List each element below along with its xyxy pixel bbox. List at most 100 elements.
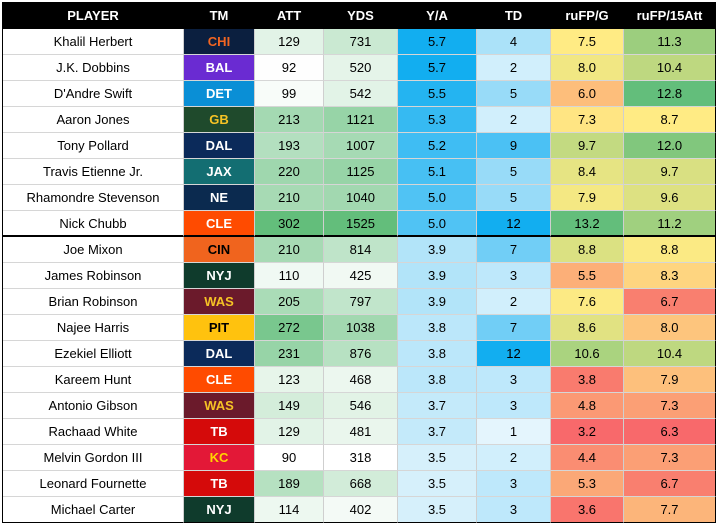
att-cell: 149: [255, 393, 324, 419]
td-cell: 5: [477, 185, 551, 211]
team-badge: CHI: [184, 29, 255, 55]
player-name-cell: Joe Mixon: [3, 237, 184, 263]
td-cell: 9: [477, 133, 551, 159]
rufp-per-game-cell: 8.6: [551, 315, 624, 341]
ya-cell: 3.9: [398, 237, 477, 263]
yds-cell: 481: [324, 419, 398, 445]
td-cell: 3: [477, 263, 551, 289]
td-cell: 1: [477, 419, 551, 445]
ya-cell: 3.5: [398, 497, 477, 523]
ya-cell: 3.8: [398, 367, 477, 393]
yds-cell: 1007: [324, 133, 398, 159]
td-cell: 5: [477, 81, 551, 107]
header-att[interactable]: ATT: [255, 3, 324, 29]
td-cell: 3: [477, 497, 551, 523]
rufp-per-game-cell: 10.6: [551, 341, 624, 367]
player-name-cell: Brian Robinson: [3, 289, 184, 315]
player-name-cell: D'Andre Swift: [3, 81, 184, 107]
team-badge: GB: [184, 107, 255, 133]
header-yds[interactable]: YDS: [324, 3, 398, 29]
ya-cell: 3.7: [398, 419, 477, 445]
rufp-per-game-cell: 7.3: [551, 107, 624, 133]
yds-cell: 1121: [324, 107, 398, 133]
att-cell: 123: [255, 367, 324, 393]
yds-cell: 425: [324, 263, 398, 289]
att-cell: 90: [255, 445, 324, 471]
att-cell: 193: [255, 133, 324, 159]
att-cell: 110: [255, 263, 324, 289]
yds-cell: 797: [324, 289, 398, 315]
rufp-per-15att-cell: 11.2: [624, 211, 716, 237]
ya-cell: 3.5: [398, 445, 477, 471]
team-badge: WAS: [184, 393, 255, 419]
td-cell: 7: [477, 237, 551, 263]
yds-cell: 468: [324, 367, 398, 393]
td-cell: 2: [477, 445, 551, 471]
rufp-per-game-cell: 3.6: [551, 497, 624, 523]
player-name-cell: Rhamondre Stevenson: [3, 185, 184, 211]
att-cell: 210: [255, 185, 324, 211]
player-name-cell: Najee Harris: [3, 315, 184, 341]
player-name-cell: Antonio Gibson: [3, 393, 184, 419]
header-fp15[interactable]: ruFP/15Att: [624, 3, 716, 29]
yds-cell: 1040: [324, 185, 398, 211]
yds-cell: 876: [324, 341, 398, 367]
team-badge: KC: [184, 445, 255, 471]
rufp-per-15att-cell: 9.7: [624, 159, 716, 185]
player-name-cell: Ezekiel Elliott: [3, 341, 184, 367]
rufp-per-game-cell: 8.4: [551, 159, 624, 185]
team-badge: WAS: [184, 289, 255, 315]
header-team[interactable]: TM: [184, 3, 255, 29]
yds-cell: 668: [324, 471, 398, 497]
header-td[interactable]: TD: [477, 3, 551, 29]
player-name-cell: Rachaad White: [3, 419, 184, 445]
rufp-per-15att-cell: 12.0: [624, 133, 716, 159]
rufp-per-15att-cell: 6.3: [624, 419, 716, 445]
ya-cell: 5.5: [398, 81, 477, 107]
team-badge: TB: [184, 471, 255, 497]
ya-cell: 3.5: [398, 471, 477, 497]
td-cell: 3: [477, 471, 551, 497]
rufp-per-15att-cell: 7.3: [624, 445, 716, 471]
rufp-per-game-cell: 5.5: [551, 263, 624, 289]
team-badge: NYJ: [184, 263, 255, 289]
player-name-cell: Tony Pollard: [3, 133, 184, 159]
rufp-per-15att-cell: 12.8: [624, 81, 716, 107]
ya-cell: 5.2: [398, 133, 477, 159]
header-ya[interactable]: Y/A: [398, 3, 477, 29]
player-name-cell: Travis Etienne Jr.: [3, 159, 184, 185]
yds-cell: 731: [324, 29, 398, 55]
td-cell: 2: [477, 107, 551, 133]
ya-cell: 5.0: [398, 185, 477, 211]
att-cell: 92: [255, 55, 324, 81]
td-cell: 3: [477, 393, 551, 419]
td-cell: 7: [477, 315, 551, 341]
att-cell: 99: [255, 81, 324, 107]
rufp-per-game-cell: 8.8: [551, 237, 624, 263]
rufp-per-15att-cell: 6.7: [624, 471, 716, 497]
att-cell: 220: [255, 159, 324, 185]
team-badge: CLE: [184, 367, 255, 393]
team-badge: CLE: [184, 211, 255, 237]
team-badge: NE: [184, 185, 255, 211]
yds-cell: 318: [324, 445, 398, 471]
yds-cell: 1525: [324, 211, 398, 237]
ya-cell: 3.7: [398, 393, 477, 419]
att-cell: 213: [255, 107, 324, 133]
player-name-cell: James Robinson: [3, 263, 184, 289]
player-name-cell: Kareem Hunt: [3, 367, 184, 393]
header-fpg[interactable]: ruFP/G: [551, 3, 624, 29]
rufp-per-15att-cell: 8.7: [624, 107, 716, 133]
att-cell: 210: [255, 237, 324, 263]
rufp-per-game-cell: 3.8: [551, 367, 624, 393]
yds-cell: 1125: [324, 159, 398, 185]
td-cell: 3: [477, 367, 551, 393]
ya-cell: 3.8: [398, 341, 477, 367]
header-player[interactable]: PLAYER: [3, 3, 184, 29]
rufp-per-15att-cell: 10.4: [624, 341, 716, 367]
rufp-per-15att-cell: 11.3: [624, 29, 716, 55]
rufp-per-15att-cell: 8.0: [624, 315, 716, 341]
ya-cell: 5.0: [398, 211, 477, 237]
rufp-per-game-cell: 9.7: [551, 133, 624, 159]
att-cell: 272: [255, 315, 324, 341]
